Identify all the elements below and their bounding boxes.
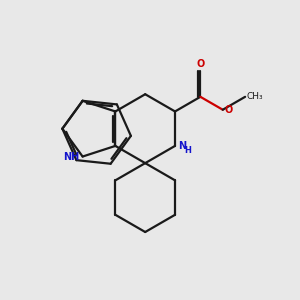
Text: O: O: [224, 105, 232, 115]
Text: NH: NH: [64, 152, 80, 161]
Text: O: O: [196, 59, 205, 69]
Text: N: N: [178, 141, 186, 151]
Text: CH₃: CH₃: [247, 92, 263, 101]
Text: H: H: [185, 146, 192, 154]
